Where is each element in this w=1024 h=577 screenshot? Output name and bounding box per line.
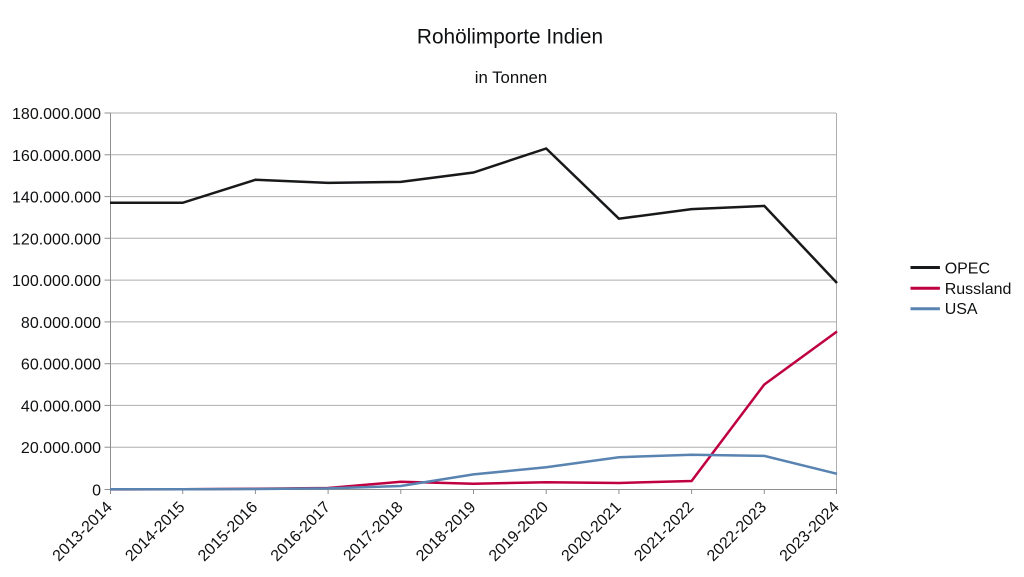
svg-text:USA: USA bbox=[945, 301, 978, 318]
svg-text:40.000.000: 40.000.000 bbox=[21, 398, 101, 415]
svg-text:140.000.000: 140.000.000 bbox=[12, 190, 101, 207]
svg-text:in Tonnen: in Tonnen bbox=[475, 68, 547, 87]
svg-text:100.000.000: 100.000.000 bbox=[12, 273, 101, 290]
svg-text:80.000.000: 80.000.000 bbox=[21, 315, 101, 332]
svg-text:160.000.000: 160.000.000 bbox=[12, 148, 101, 165]
svg-text:OPEC: OPEC bbox=[945, 260, 990, 277]
svg-text:120.000.000: 120.000.000 bbox=[12, 231, 101, 248]
svg-text:60.000.000: 60.000.000 bbox=[21, 357, 101, 374]
svg-text:0: 0 bbox=[92, 483, 101, 500]
svg-text:Rohölimporte Indien: Rohölimporte Indien bbox=[417, 26, 603, 49]
svg-text:20.000.000: 20.000.000 bbox=[21, 440, 101, 457]
svg-text:Russland: Russland bbox=[945, 281, 1012, 298]
svg-text:180.000.000: 180.000.000 bbox=[12, 106, 101, 123]
